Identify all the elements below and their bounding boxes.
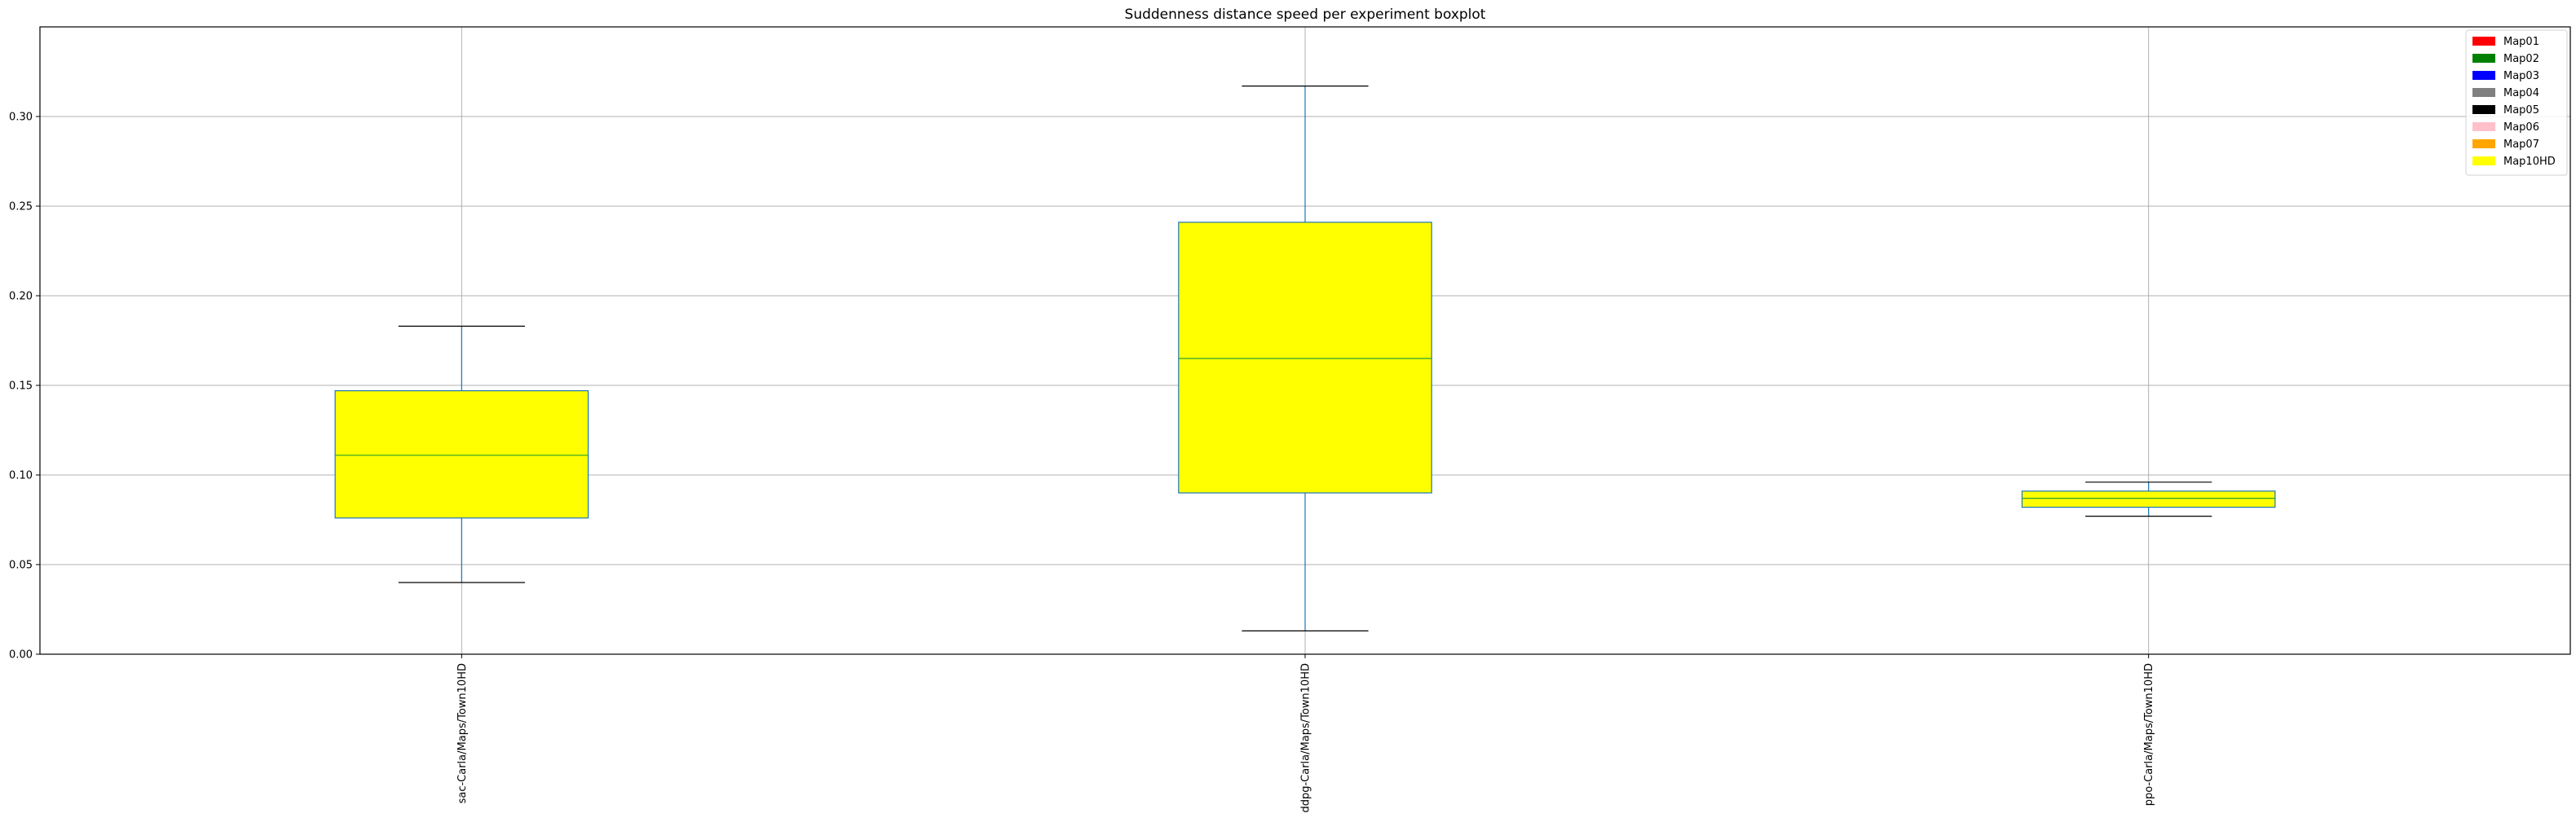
legend-swatch: [2472, 139, 2495, 148]
box: [1178, 222, 1432, 494]
box: [2021, 490, 2276, 508]
legend-label: Map03: [2503, 70, 2539, 82]
legend: Map01 Map02 Map03 Map04 Map05 Map06 Map07 Map10…: [2465, 29, 2568, 176]
legend-label: Map05: [2503, 104, 2539, 117]
legend-swatch: [2472, 37, 2495, 46]
chart-title: Suddenness distance speed per experiment…: [1125, 7, 1486, 23]
legend-swatch: [2472, 156, 2495, 165]
box: [334, 390, 589, 519]
legend-label: Map01: [2503, 36, 2539, 48]
legend-label: Map04: [2503, 87, 2539, 99]
legend-label: Map06: [2503, 121, 2539, 134]
y-tick-label: 0.05: [9, 560, 33, 572]
legend-swatch: [2472, 88, 2495, 97]
x-tick-label: sac-Carla/Maps/Town10HD: [457, 663, 469, 803]
y-tick-label: 0.20: [9, 291, 33, 303]
x-tick-label: ppo-Carla/Maps/Town10HD: [2143, 663, 2155, 806]
legend-swatch: [2472, 71, 2495, 80]
y-tick-label: 0.25: [9, 201, 33, 213]
axes: 0.00 0.05 0.10 0.15 0.20 0.25 0.30 sac-Carla/Ma…: [9, 112, 2155, 813]
legend-swatch: [2472, 105, 2495, 114]
legend-frame: [2465, 29, 2568, 176]
legend-label: Map07: [2503, 138, 2539, 151]
x-tick-label: ddpg-Carla/Maps/Town10HD: [1300, 663, 1312, 813]
y-tick-label: 0.10: [9, 470, 33, 482]
legend-swatch: [2472, 54, 2495, 63]
legend-label: Map02: [2503, 53, 2539, 65]
y-tick-label: 0.15: [9, 380, 33, 393]
legend-label: Map10HD: [2503, 156, 2556, 168]
y-tick-label: 0.30: [9, 112, 33, 124]
y-tick-label: 0.00: [9, 649, 33, 662]
legend-swatch: [2472, 122, 2495, 131]
boxes: [334, 85, 2276, 632]
